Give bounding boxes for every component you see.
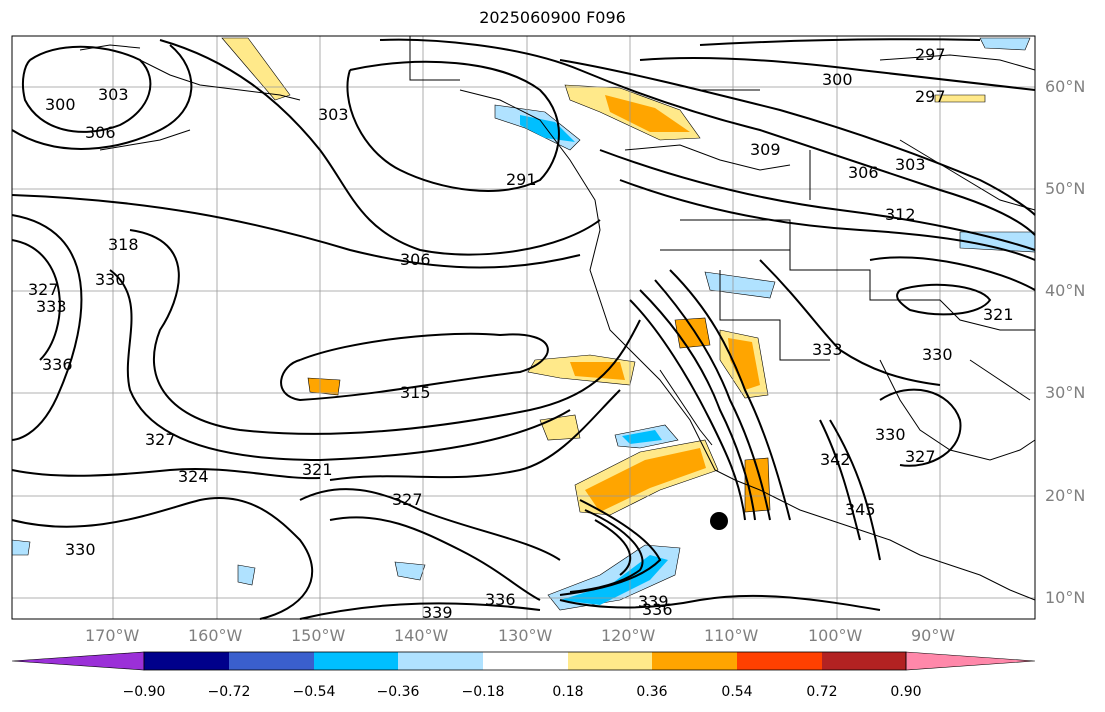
colorbar-tick-label: −0.36: [376, 684, 420, 700]
lat-label: 30°N: [1045, 383, 1086, 402]
lon-label: 90°W: [911, 626, 956, 645]
contour-label: 297: [915, 87, 946, 106]
colorbar-segment: [229, 652, 314, 670]
positive-anomaly-patch: [221, 37, 291, 101]
lon-label: 140°W: [394, 626, 449, 645]
map-area: [12, 36, 1035, 619]
colorbar-segment: [314, 652, 398, 670]
colorbar-segment: [568, 652, 652, 670]
lat-label: 40°N: [1045, 281, 1086, 300]
contour-label: 333: [812, 340, 843, 359]
contour-label: 303: [895, 155, 926, 174]
contour-label: 303: [98, 85, 129, 104]
colorbar-segment: [822, 652, 906, 670]
colorbar-extend-low: [11, 651, 145, 671]
contour-label: 345: [845, 500, 876, 519]
colorbar-segment: [483, 652, 568, 670]
contour-label: 303: [318, 105, 349, 124]
contour-label: 327: [145, 430, 176, 449]
lat-label: 20°N: [1045, 486, 1086, 505]
contour-label: 315: [400, 383, 431, 402]
lat-label: 50°N: [1045, 179, 1086, 198]
contour-label: 306: [400, 250, 431, 269]
colorbar-tick-label: 0.36: [636, 684, 668, 700]
contour-label: 306: [85, 123, 116, 142]
contour-label: 336: [485, 590, 516, 609]
colorbar-tick-label: 0.72: [806, 684, 838, 700]
colorbar-tick-label: −0.72: [207, 684, 251, 700]
colorbar-segment: [398, 652, 483, 670]
lon-label: 160°W: [188, 626, 243, 645]
contour-label: 330: [875, 425, 906, 444]
lon-label: 130°W: [498, 626, 553, 645]
colorbar-tick-label: 0.90: [890, 684, 922, 700]
positive-anomaly-patch: [307, 377, 341, 396]
contour-label: 312: [885, 205, 916, 224]
negative-anomaly-patch: [237, 564, 256, 586]
negative-anomaly-patch: [979, 37, 1031, 51]
negative-anomaly-patch: [520, 115, 575, 142]
contour-lines: [11, 38, 1036, 620]
negative-anomaly-patch: [704, 271, 776, 299]
colorbar-tick-label: −0.90: [122, 684, 166, 700]
contour-label: 291: [506, 170, 537, 189]
positive-anomaly-patch: [934, 94, 986, 103]
contour-label: 330: [922, 345, 953, 364]
contour-label: 321: [302, 460, 333, 479]
colorbar-segment: [144, 652, 229, 670]
contour-label: 300: [45, 95, 76, 114]
contour-label: 333: [36, 297, 67, 316]
contour-label: 321: [983, 305, 1014, 324]
contour-label: 327: [28, 280, 59, 299]
contour-label: 330: [65, 540, 96, 559]
storm-center-marker: [710, 512, 728, 530]
contour-label: 318: [108, 235, 139, 254]
contour-label: 336: [642, 600, 673, 619]
contour-label: 309: [750, 140, 781, 159]
contour-label: 342: [820, 450, 851, 469]
contour-label: 297: [915, 45, 946, 64]
negative-anomaly-patch: [394, 561, 426, 581]
lon-label: 150°W: [291, 626, 346, 645]
lat-label: 10°N: [1045, 588, 1086, 607]
contour-label: 324: [178, 467, 209, 486]
contour-label: 339: [422, 603, 453, 622]
lon-label: 170°W: [85, 626, 140, 645]
colorbar: [11, 651, 1036, 671]
positive-anomaly-patch: [674, 317, 711, 349]
colorbar-segment: [737, 652, 822, 670]
colorbar-tick-label: −0.54: [292, 684, 336, 700]
colorbar-segment: [652, 652, 737, 670]
lon-label: 110°W: [704, 626, 759, 645]
plot-title: 2025060900 F096: [479, 8, 626, 27]
colorbar-tick-label: −0.18: [461, 684, 505, 700]
contour-label: 306: [848, 163, 879, 182]
positive-anomaly-patch: [728, 338, 760, 390]
colorbar-tick-label: 0.54: [721, 684, 753, 700]
lon-label: 120°W: [601, 626, 656, 645]
lon-label: 100°W: [808, 626, 863, 645]
contour-label: 327: [392, 490, 423, 509]
contour-label: 300: [822, 70, 853, 89]
contour-label: 339: [638, 592, 669, 611]
contour-label: 330: [95, 270, 126, 289]
negative-anomaly-patch: [11, 539, 31, 556]
lat-label: 60°N: [1045, 77, 1086, 96]
contour-label: 327: [905, 447, 936, 466]
contour-label: 336: [42, 355, 73, 374]
positive-anomaly-patch: [605, 95, 690, 132]
colorbar-frame: [143, 651, 907, 671]
colorbar-extend-high: [905, 651, 1036, 671]
colorbar-tick-label: 0.18: [552, 684, 584, 700]
contour-label-group: 297 297 300 300 303 303 303 306 306 306 …: [28, 45, 1014, 622]
map-frame: [11, 35, 1036, 620]
negative-anomaly-patch: [622, 430, 662, 444]
